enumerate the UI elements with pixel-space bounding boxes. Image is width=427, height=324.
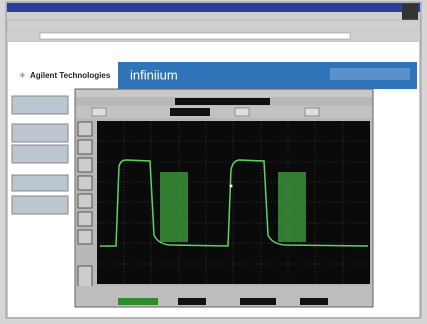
nav-button[interactable]	[11, 195, 69, 215]
trace	[100, 159, 369, 247]
waveform	[100, 159, 369, 247]
tool-button[interactable]	[77, 229, 93, 245]
channel-control[interactable]	[304, 107, 320, 117]
product-name: infiniium	[130, 67, 178, 82]
browser-logo	[402, 4, 418, 20]
brand-logo: ✳	[19, 71, 26, 80]
title-bar	[7, 3, 420, 12]
nav-button[interactable]	[11, 144, 69, 164]
trigger-marker	[229, 184, 233, 188]
tool-button[interactable]	[77, 193, 93, 209]
channel-control[interactable]	[234, 107, 250, 117]
channel-control[interactable]	[170, 108, 210, 116]
menu-bar	[7, 12, 402, 20]
scope-status	[175, 98, 270, 105]
run-control[interactable]	[118, 298, 158, 305]
scope-menu	[76, 90, 372, 97]
brand: Agilent Technologies	[30, 71, 111, 80]
tool-button[interactable]	[77, 157, 93, 173]
tool-button[interactable]	[77, 139, 93, 155]
sidebar	[11, 95, 69, 215]
bottom-field[interactable]	[178, 298, 206, 305]
channel-row	[76, 106, 372, 118]
scope-screen	[97, 121, 370, 284]
tool-button[interactable]	[77, 175, 93, 191]
bottom-field[interactable]	[240, 298, 276, 305]
banner-info	[330, 68, 410, 80]
burst	[278, 172, 306, 242]
tool-button[interactable]	[77, 121, 93, 137]
burst	[160, 172, 188, 242]
screen-grid	[97, 121, 370, 284]
address-field[interactable]	[39, 32, 351, 40]
nav-button[interactable]	[11, 123, 69, 143]
bottom-field[interactable]	[300, 298, 328, 305]
toolbar[interactable]	[6, 19, 421, 32]
tool-button[interactable]	[77, 211, 93, 227]
channel-control[interactable]	[91, 107, 107, 117]
nav-button[interactable]	[11, 95, 69, 115]
nav-button[interactable]	[11, 174, 69, 192]
